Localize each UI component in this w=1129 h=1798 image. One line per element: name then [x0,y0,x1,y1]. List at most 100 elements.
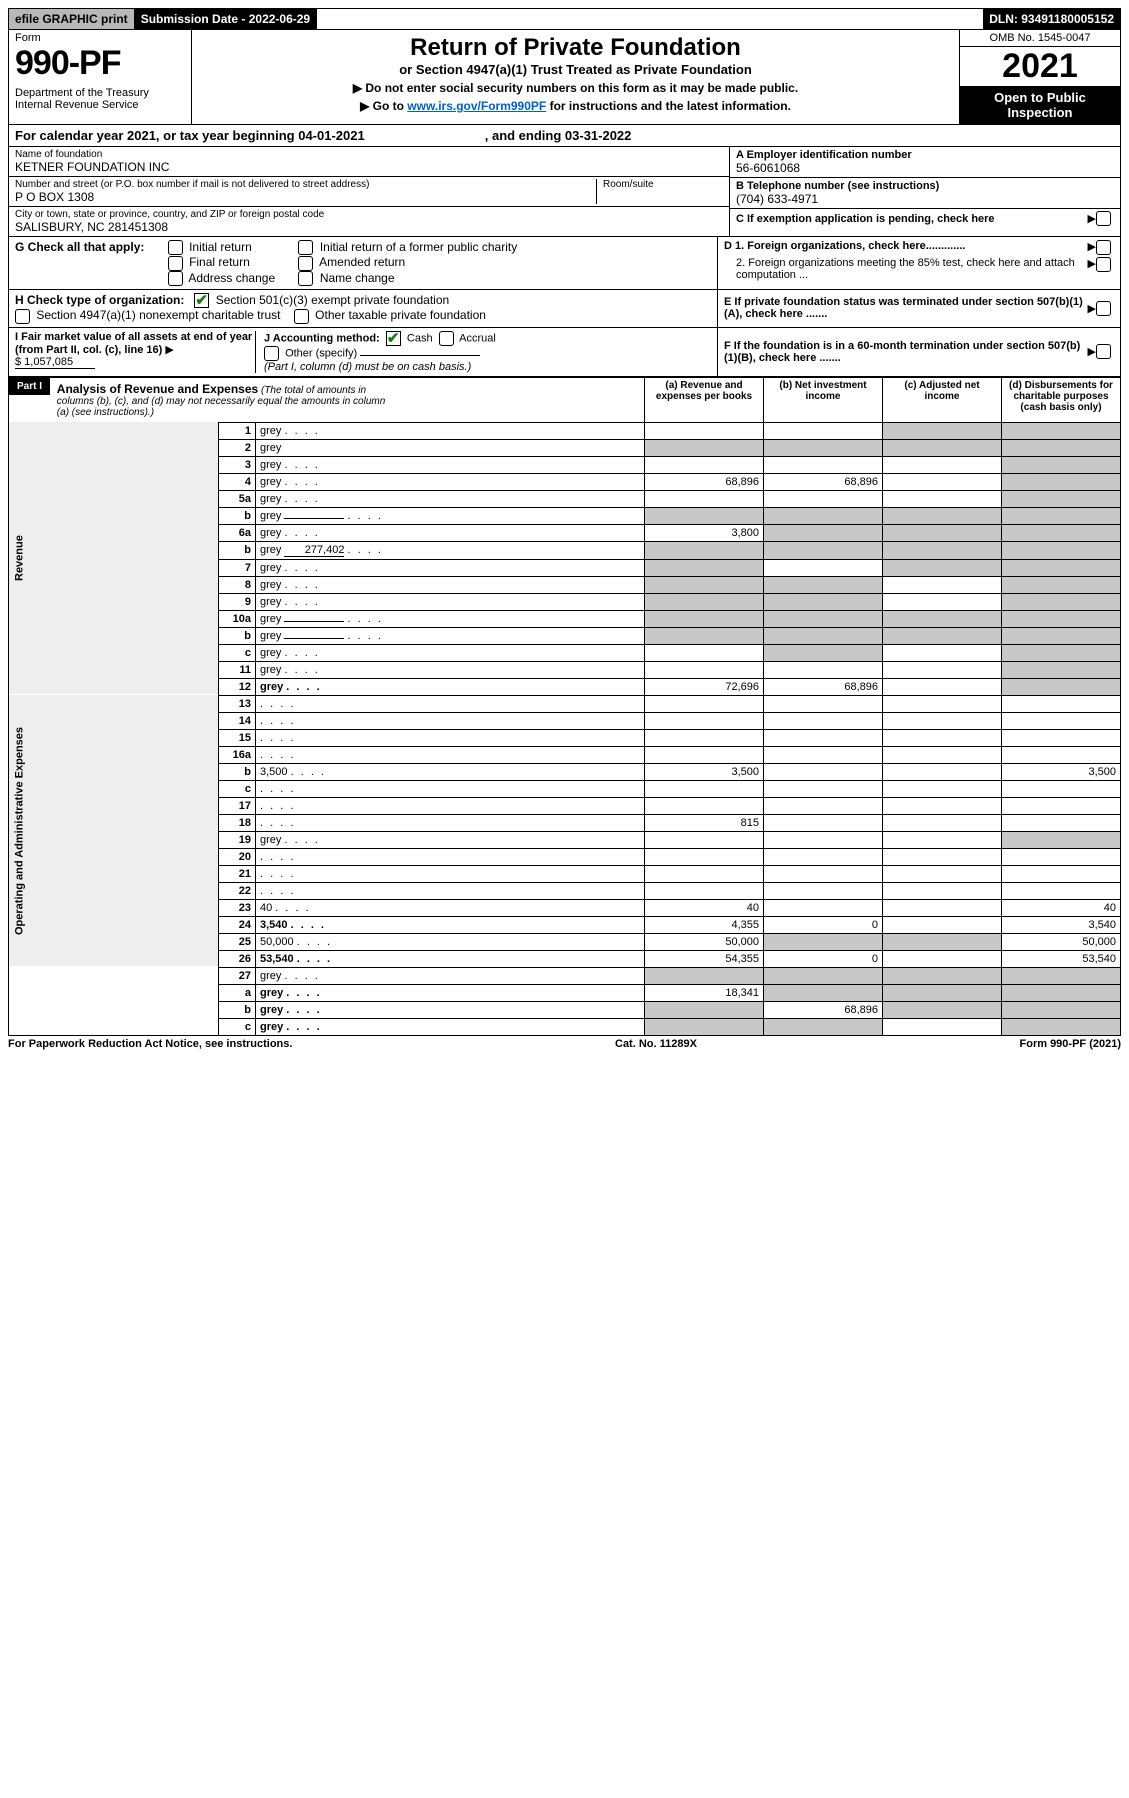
line-number: 10a [219,610,256,627]
cell-grey [1002,627,1121,644]
d1-checkbox[interactable] [1096,240,1111,255]
f-checkbox[interactable] [1096,344,1111,359]
cell-grey [645,507,764,524]
line-description: 53,540 . . . . [256,950,645,967]
cell-amount: 0 [764,950,883,967]
cell-grey [1002,524,1121,541]
form-note-1: ▶ Do not enter social security numbers o… [202,81,949,95]
efile-print-button[interactable]: efile GRAPHIC print [9,9,135,29]
cell-amount [764,559,883,576]
footer-right: Form 990-PF (2021) [1020,1038,1122,1050]
h-501c3-checkbox[interactable] [194,293,209,308]
h-label: H Check type of organization: [15,293,184,307]
cell-grey [883,984,1002,1001]
col-b-header: (b) Net investment income [764,377,883,422]
line-number: 18 [219,814,256,831]
spacer-cell [9,1018,219,1035]
dln-label: DLN: [989,12,1021,26]
j-cash-checkbox[interactable] [386,331,401,346]
cell-amount [883,695,1002,712]
cell-amount: 815 [645,814,764,831]
g-initial-return-checkbox[interactable] [168,240,183,255]
g-final-return-checkbox[interactable] [168,256,183,271]
cell-amount: 3,540 [1002,916,1121,933]
cell-amount [645,661,764,678]
g-opt-final: Final return [189,255,250,269]
line-number: 20 [219,848,256,865]
cell-grey [764,541,883,559]
cell-amount [1002,695,1121,712]
header-left: Form 990-PF Department of the TreasuryIn… [9,30,192,124]
line-number: 13 [219,695,256,712]
cell-grey [1002,490,1121,507]
cell-grey [1002,439,1121,456]
cell-amount [764,712,883,729]
page-footer: For Paperwork Reduction Act Notice, see … [8,1038,1121,1050]
cell-amount [1002,882,1121,899]
cell-grey [645,967,764,984]
header-center: Return of Private Foundation or Section … [192,30,959,124]
j-accrual: Accrual [459,332,496,344]
cell-amount [764,422,883,439]
c-checkbox[interactable] [1096,211,1111,226]
calendar-year-row: For calendar year 2021, or tax year begi… [8,125,1121,147]
line-description: grey . . . . [256,984,645,1001]
cell-grey [1002,644,1121,661]
g-opt-name: Name change [320,271,395,285]
cell-grey [1002,967,1121,984]
e-checkbox[interactable] [1096,301,1111,316]
f-label: F If the foundation is in a 60-month ter… [724,340,1088,364]
j-other-checkbox[interactable] [264,346,279,361]
table-row: agrey . . . .18,341 [9,984,1121,1001]
cell-grey [764,507,883,524]
i-value: $ 1,057,085 [15,356,95,369]
h-4947-checkbox[interactable] [15,309,30,324]
form-word: Form [15,32,185,44]
cell-amount [1002,848,1121,865]
cell-grey [645,541,764,559]
line-description: . . . . [256,729,645,746]
cell-amount [645,797,764,814]
g-name-change-checkbox[interactable] [298,271,313,286]
spacer-cell [9,967,219,984]
cell-grey [764,593,883,610]
footer-mid: Cat. No. 11289X [615,1038,697,1050]
line-number: 16a [219,746,256,763]
line-number: b [219,1001,256,1018]
spacer-cell [9,1001,219,1018]
cell-amount: 68,896 [645,473,764,490]
d2-checkbox[interactable] [1096,257,1111,272]
city-label: City or town, state or province, country… [15,209,723,220]
form-note-2: ▶ Go to www.irs.gov/Form990PF for instru… [202,99,949,113]
line-number: 15 [219,729,256,746]
form990pf-link[interactable]: www.irs.gov/Form990PF [407,99,546,113]
line-number: 25 [219,933,256,950]
cell-amount [883,593,1002,610]
phone-cell: B Telephone number (see instructions) (7… [730,178,1120,209]
line-description: grey . . . . [256,507,645,524]
g-amended-checkbox[interactable] [298,256,313,271]
cell-amount [883,456,1002,473]
cell-amount [764,848,883,865]
phone-label: B Telephone number (see instructions) [736,180,1114,192]
g-address-change-checkbox[interactable] [168,271,183,286]
line-description: grey . . . . [256,627,645,644]
city-value: SALISBURY, NC 281451308 [15,220,723,234]
cell-grey [645,627,764,644]
cell-grey [764,967,883,984]
i-block: I Fair market value of all assets at end… [15,331,255,373]
cell-amount [1002,865,1121,882]
cell-amount: 3,500 [645,763,764,780]
line-number: 27 [219,967,256,984]
line-description: grey . . . . [256,593,645,610]
h-other-checkbox[interactable] [294,309,309,324]
dept-treasury: Department of the TreasuryInternal Reven… [15,87,185,111]
g-initial-former-checkbox[interactable] [298,240,313,255]
line-number: 7 [219,559,256,576]
line-number: b [219,507,256,524]
cell-amount: 50,000 [1002,933,1121,950]
j-accrual-checkbox[interactable] [439,331,454,346]
line-description: . . . . [256,848,645,865]
cell-amount: 72,696 [645,678,764,695]
dln-value: 93491180005152 [1021,12,1114,26]
